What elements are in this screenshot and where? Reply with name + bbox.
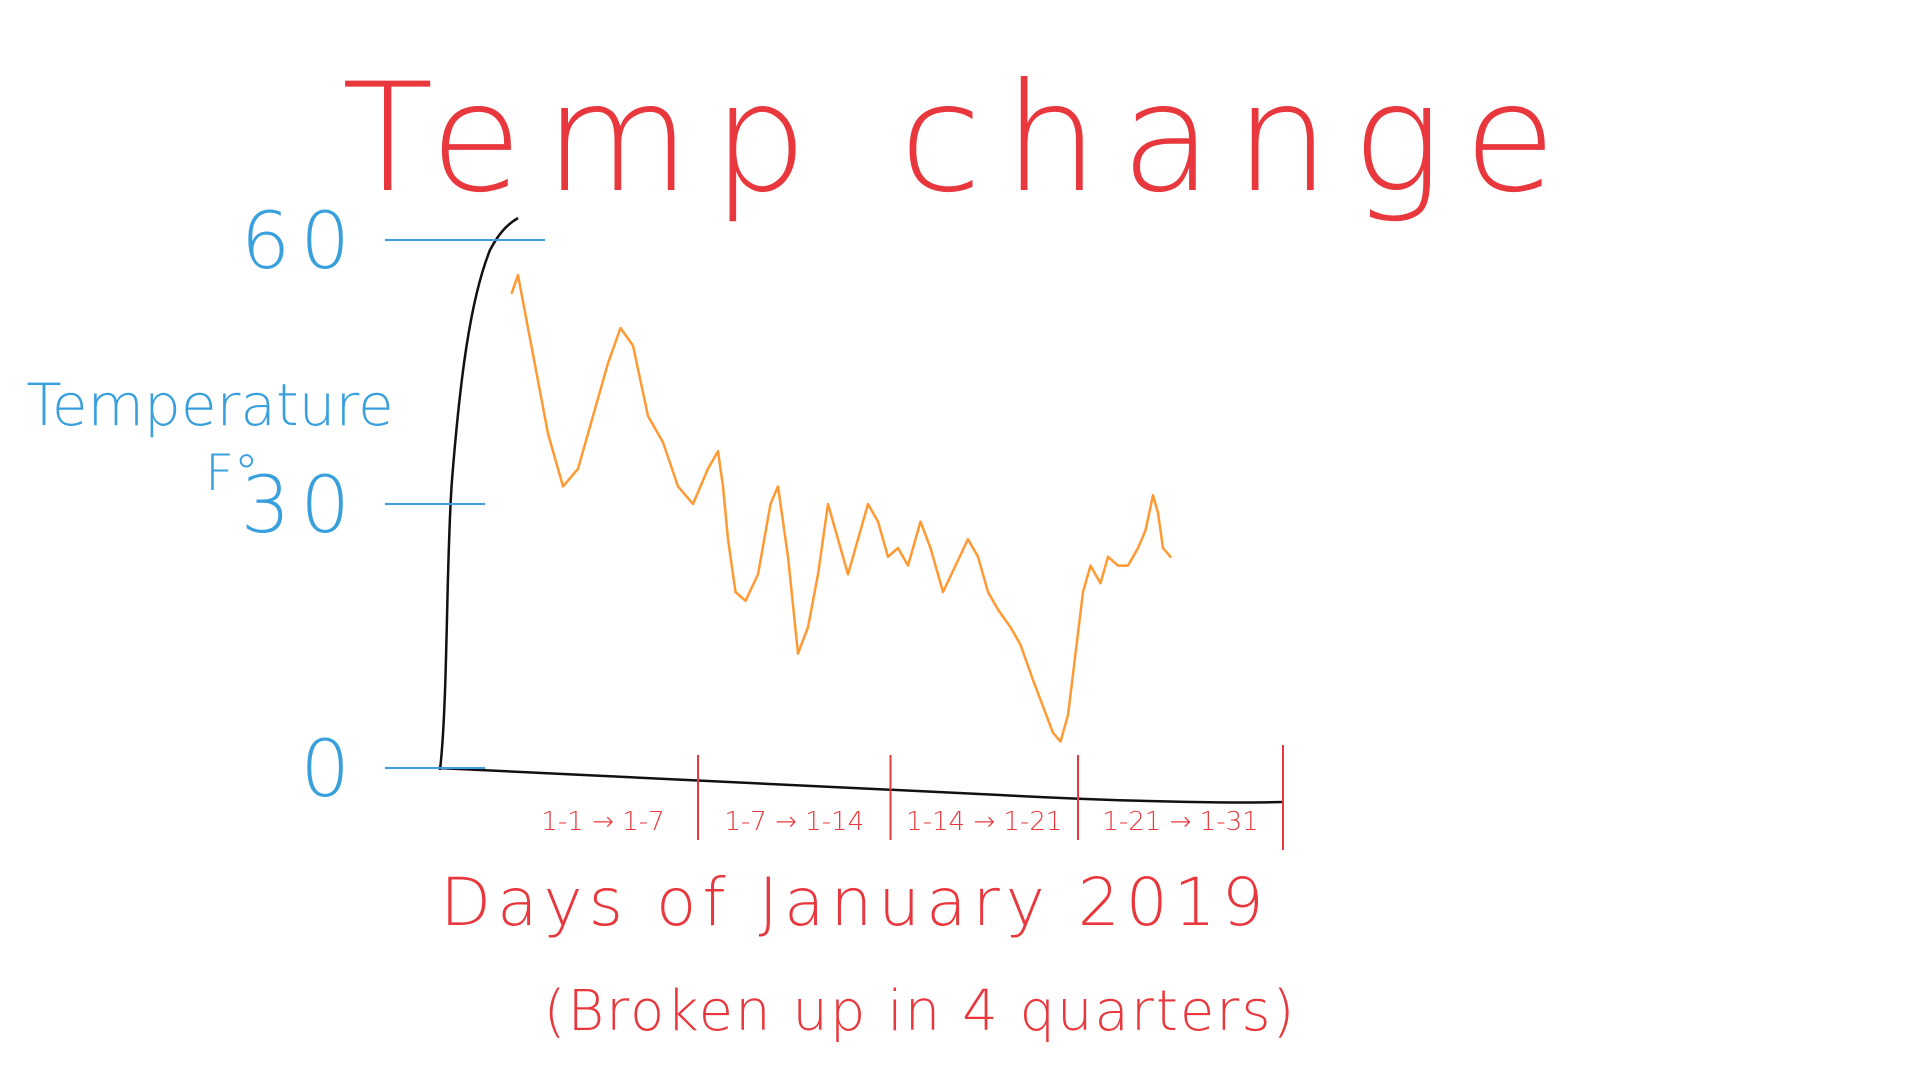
y-axis-line — [438, 216, 519, 771]
x-axis-line — [437, 766, 1284, 804]
x-tick-label: 1-14 → 1-21 — [906, 807, 1062, 837]
x-tick-label: 1-7 → 1-14 — [724, 807, 864, 837]
x-axis-sublabel: (Broken up in 4 quarters) — [544, 979, 1297, 1044]
x-tick-label: 1-21 → 1-31 — [1102, 807, 1258, 837]
y-axis-unit: F° — [205, 444, 259, 502]
y-tick-label: 0 — [300, 725, 360, 815]
y-axis-label: Temperature — [26, 371, 393, 439]
y-tick-label: 30 — [241, 461, 360, 551]
x-axis-label: Days of January 2019 — [440, 864, 1269, 941]
series-line — [510, 273, 1172, 743]
chart-title: Temp change — [342, 52, 1578, 226]
y-tick-label: 60 — [241, 197, 360, 287]
x-tick-label: 1-1 → 1-7 — [541, 807, 664, 837]
